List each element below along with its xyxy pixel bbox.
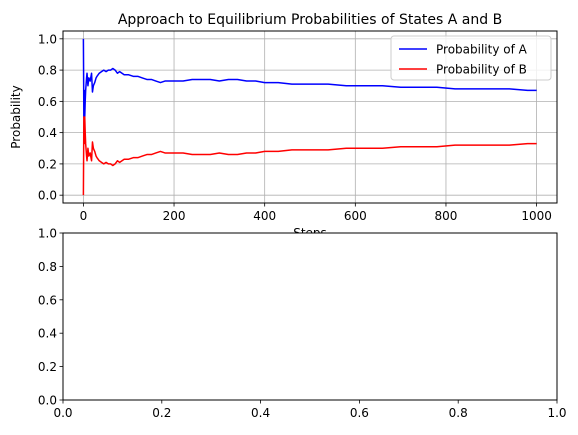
- bottom-x-ticks: 0.0 0.2 0.4 0.6 0.8 1.0: [53, 400, 567, 420]
- series-line-probability-of-b: [82, 116, 537, 196]
- x-tick-label: 1000: [521, 209, 552, 223]
- top-series-lines: [82, 38, 537, 196]
- x-tick-label: 800: [435, 209, 458, 223]
- bottom-y-ticks: 0.0 0.2 0.4 0.6 0.8 1.0: [38, 227, 63, 408]
- y-tick-label: 0.2: [38, 157, 57, 171]
- x-tick-label: 600: [344, 209, 367, 223]
- legend-box: [390, 35, 552, 81]
- y-tick-label: 0.8: [38, 260, 57, 274]
- legend-label-probability-b: Probability of B: [436, 63, 527, 77]
- y-tick-label: 0.4: [38, 327, 57, 341]
- y-tick-label: 0.8: [38, 64, 57, 78]
- y-tick-label: 1.0: [38, 32, 57, 46]
- y-tick-label: 0.4: [38, 126, 57, 140]
- x-tick-label: 1.0: [547, 406, 566, 420]
- series-line-probability-of-a: [82, 38, 537, 118]
- top-x-ticks: 0 200 400 600 800 1000: [80, 203, 552, 223]
- y-tick-label: 1.0: [38, 227, 57, 241]
- bottom-axes-frame: [62, 232, 558, 401]
- bottom-axes: 0.0 0.2 0.4 0.6 0.8 1.0 0.0 0.2 0.4 0.6 0.8 1.0: [38, 227, 567, 421]
- chart-title: Approach to Equilibrium Probabilities of…: [118, 12, 502, 28]
- x-tick-label: 200: [163, 209, 186, 223]
- x-tick-label: 0.6: [350, 406, 369, 420]
- x-tick-label: 0.4: [251, 406, 270, 420]
- y-tick-label: 0.6: [38, 293, 57, 307]
- x-tick-label: 0.0: [53, 406, 72, 420]
- top-axes-frame: [62, 30, 558, 204]
- y-tick-label: 0.6: [38, 95, 57, 109]
- legend: Probability of A Probability of B: [390, 35, 552, 81]
- bottom-axes-background: [63, 233, 557, 400]
- y-tick-label: 0.0: [38, 189, 57, 203]
- top-axes: 0 200 400 600 800 1000 0.0 0.2 0.4 0.6 0.8 1.0 App…: [9, 12, 558, 223]
- y-tick-label: 0.0: [38, 394, 57, 408]
- top-y-ticks: 0.0 0.2 0.4 0.6 0.8 1.0: [38, 32, 63, 203]
- x-tick-label: 0.2: [152, 406, 171, 420]
- legend-label-probability-a: Probability of A: [436, 43, 528, 57]
- x-tick-label: 400: [253, 209, 276, 223]
- y-tick-label: 0.2: [38, 360, 57, 374]
- y-axis-label: Probability: [9, 85, 23, 148]
- x-tick-label: 0.8: [449, 406, 468, 420]
- x-tick-label: 0: [80, 209, 88, 223]
